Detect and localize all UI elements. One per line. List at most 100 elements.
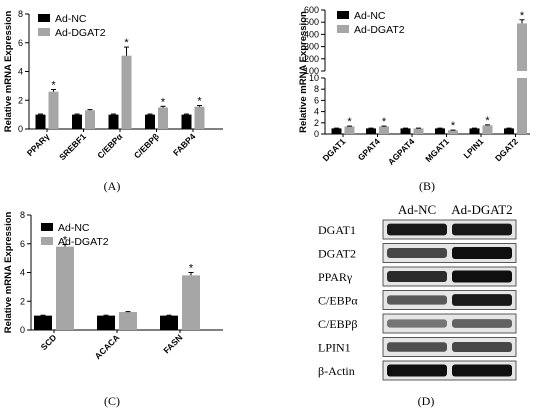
y-tick-label: 6 [18,38,23,48]
significance-mark: * [51,79,56,91]
bar-ad-nc [145,114,155,129]
bar-ad-nc [469,128,480,134]
category-label: DGAT2 [493,136,520,163]
y-tick-label: 8 [20,210,25,220]
bar-ad-dgat2 [48,91,59,129]
bar-ad-dgat2 [517,78,527,134]
protein-band [387,223,447,236]
legend-swatch [337,25,349,33]
bar-ad-dgat2 [121,55,132,129]
y-tick-label: 10 [309,73,319,83]
bar-ad-nc [34,315,52,330]
y-tick-label: 500 [304,17,319,27]
protein-band [452,247,512,259]
y-tick-label: 4 [314,107,319,117]
protein-band [452,364,512,377]
protein-band [387,364,447,377]
category-label: SCD [39,332,59,352]
bar-ad-nc [400,128,411,134]
bar-ad-nc [108,114,119,129]
protein-label: C/EBPα [318,294,358,308]
protein-band [387,295,447,305]
bar-ad-nc [331,128,342,134]
y-tick-label: 2 [18,95,23,105]
legend-label: Ad-NC [55,13,87,25]
y-axis-label: Relative mRNA Expression [298,11,309,133]
y-tick-label: 400 [304,29,319,39]
category-label: C/EBPα [95,131,125,161]
western-blot: Ad-NC Ad-DGAT2 DGAT1 DGAT2 PPARγ C/EBPα C/EBPβ… [318,202,517,408]
legend-label: Ad-NC [58,222,90,234]
protein-label: PPARγ [318,270,353,284]
significance-mark: * [197,96,202,108]
protein-band [387,342,447,352]
bar-ad-dgat2 [182,275,200,330]
significance-mark: * [63,234,68,246]
column-label: Ad-DGAT2 [451,202,512,217]
category-label: GPAT4 [356,136,382,162]
y-axis-label: Relative mRNA Expression [3,212,14,334]
y-tick-label: 4 [18,67,23,77]
legend-swatch [41,237,53,245]
y-tick-label: 8 [18,9,23,19]
y-tick-label: 8 [314,84,319,94]
y-tick-label: 2 [20,296,25,306]
legend-swatch [38,28,50,36]
category-label: MGAT1 [423,136,451,164]
bar-ad-nc [97,315,115,330]
y-tick-label: 6 [314,95,319,105]
legend-swatch [38,14,50,22]
chart-c: 0 2 4 6 8 * SCD ACACA * FASN Relative mRNA Express… [3,210,223,408]
bar-ad-dgat2 [482,125,493,134]
significance-mark: * [485,115,490,127]
bar-ad-nc [160,315,178,330]
bar-ad-dgat2-upper [517,23,527,72]
protein-band [452,319,512,328]
significance-mark: * [451,120,456,132]
bar-ad-dgat2 [448,130,458,134]
category-label: LPIN1 [461,136,485,160]
bar-ad-nc [181,114,192,129]
significance-mark: * [520,10,525,22]
legend-label: Ad-DGAT2 [58,236,109,248]
panel-label: (A) [104,179,121,193]
legend-swatch [337,11,349,19]
legend-label: Ad-NC [354,10,386,22]
y-tick-label: 100 [304,66,319,76]
bar-ad-nc [435,128,445,134]
y-tick-label: 6 [20,239,25,249]
y-tick-label: 0 [20,325,25,335]
y-tick-label: 4 [20,268,25,278]
protein-band [452,270,512,283]
bar-ad-nc [72,114,82,129]
bar-ad-dgat2 [119,312,137,330]
bar-ad-dgat2 [158,107,168,129]
y-tick-label: 300 [304,42,319,52]
category-label: C/EBPβ [132,131,161,160]
category-label: PPARγ [25,131,52,158]
protein-label: C/EBPβ [318,317,357,331]
protein-band [452,223,512,236]
y-tick-label: 0 [314,129,319,139]
protein-label: β-Actin [318,364,355,378]
column-label: Ad-NC [398,202,436,217]
significance-mark: * [382,116,387,128]
protein-label: DGAT2 [318,247,356,261]
y-axis-label: Relative mRNA Expression [3,11,14,133]
bar-ad-nc [366,128,376,134]
legend-label: Ad-DGAT2 [55,27,106,39]
y-tick-label: 2 [314,118,319,128]
category-label: DGAT1 [320,136,347,163]
protein-band [452,294,512,306]
bar-ad-dgat2 [413,128,424,134]
bar-ad-dgat2 [56,246,74,330]
legend-swatch [41,223,53,231]
protein-band [387,271,447,282]
panel-label: (C) [104,394,120,408]
bar-ad-dgat2 [194,106,205,129]
y-tick-label: 200 [304,54,319,64]
category-label: SREBF1 [57,131,88,162]
bar-ad-dgat2 [379,126,389,134]
significance-mark: * [124,37,129,49]
